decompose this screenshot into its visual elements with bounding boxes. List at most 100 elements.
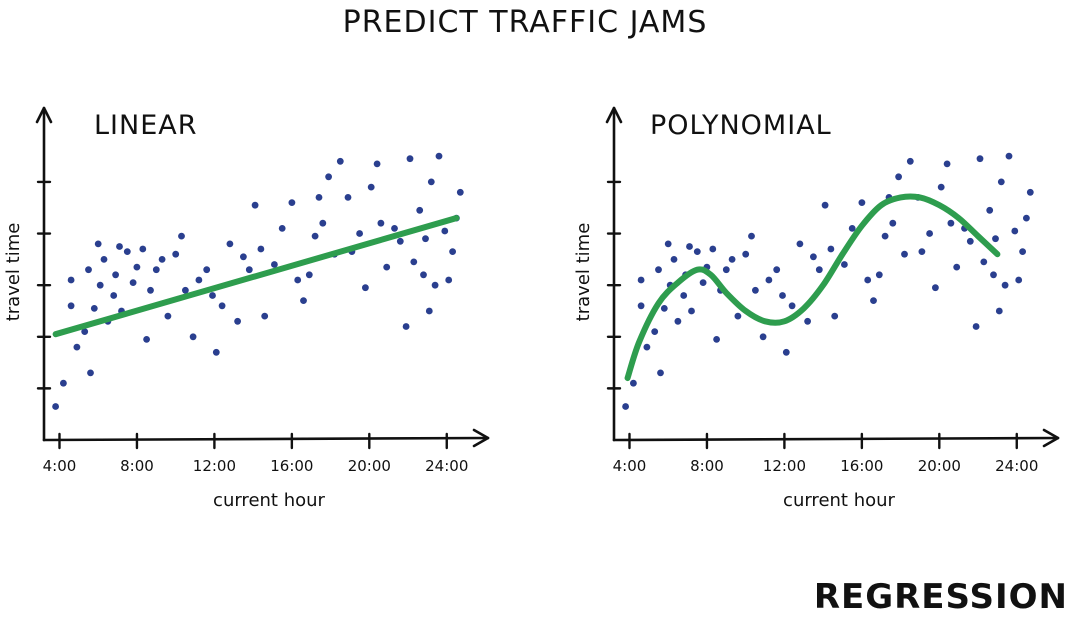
y-axis-arrow bbox=[35, 106, 53, 124]
data-point bbox=[81, 328, 89, 335]
data-point bbox=[660, 305, 668, 312]
data-point bbox=[325, 173, 332, 181]
data-point bbox=[858, 199, 866, 207]
data-point bbox=[383, 263, 391, 271]
data-point bbox=[709, 245, 717, 253]
data-point bbox=[947, 219, 955, 227]
data-point bbox=[926, 230, 933, 237]
x-tick-label: 16:00 bbox=[840, 457, 883, 475]
data-point bbox=[637, 302, 645, 310]
x-tick-label: 16:00 bbox=[270, 457, 313, 475]
x-tick-label: 20:00 bbox=[918, 457, 961, 475]
data-point bbox=[713, 336, 720, 343]
data-point bbox=[932, 284, 939, 292]
data-point bbox=[1011, 227, 1019, 235]
data-point bbox=[396, 237, 404, 245]
data-point bbox=[637, 276, 645, 284]
data-point bbox=[143, 336, 151, 343]
data-point bbox=[943, 160, 951, 168]
data-point bbox=[344, 194, 352, 201]
data-point bbox=[655, 266, 662, 274]
data-point bbox=[133, 263, 141, 271]
data-point bbox=[261, 312, 269, 320]
x-tick-label: 24:00 bbox=[995, 457, 1038, 475]
data-point bbox=[742, 250, 750, 258]
data-point bbox=[779, 292, 786, 299]
x-tick-label: 20:00 bbox=[348, 457, 391, 475]
data-point bbox=[1019, 248, 1026, 256]
data-point bbox=[986, 206, 994, 214]
linear-fit-line bbox=[52, 215, 460, 338]
x-axis bbox=[612, 436, 1060, 442]
data-point bbox=[449, 248, 456, 256]
data-point bbox=[420, 271, 427, 279]
data-point bbox=[87, 369, 94, 377]
data-point bbox=[377, 219, 385, 227]
panel-title: LINEAR bbox=[94, 110, 198, 141]
data-point bbox=[422, 235, 429, 243]
data-point bbox=[870, 297, 877, 304]
data-point bbox=[67, 302, 75, 310]
y-axis-label: travel time bbox=[573, 223, 594, 322]
data-point bbox=[686, 243, 693, 250]
data-point bbox=[990, 271, 997, 279]
data-point bbox=[431, 281, 439, 289]
data-point bbox=[864, 276, 872, 284]
data-point bbox=[664, 240, 672, 248]
x-axis-arrow bbox=[1042, 428, 1060, 448]
data-point bbox=[895, 173, 902, 181]
data-point bbox=[182, 286, 189, 294]
data-point bbox=[251, 201, 259, 209]
data-point bbox=[67, 276, 75, 284]
data-point bbox=[445, 276, 453, 284]
data-point bbox=[841, 261, 848, 268]
data-point bbox=[657, 369, 664, 377]
data-point bbox=[212, 348, 220, 356]
data-point bbox=[129, 279, 137, 286]
polynomial-fit-curve bbox=[624, 193, 1001, 382]
x-axis-arrow bbox=[472, 428, 490, 448]
data-point bbox=[288, 199, 296, 207]
data-point bbox=[815, 266, 823, 274]
data-point bbox=[980, 258, 988, 266]
data-point bbox=[402, 323, 410, 330]
data-point bbox=[203, 266, 211, 274]
data-point bbox=[123, 248, 131, 256]
data-point bbox=[875, 271, 883, 279]
data-point bbox=[906, 157, 914, 165]
data-point bbox=[680, 292, 688, 299]
x-axis-label: current hour bbox=[783, 490, 895, 511]
data-point bbox=[139, 245, 147, 253]
data-point bbox=[367, 183, 375, 191]
data-point bbox=[172, 250, 180, 258]
data-point bbox=[953, 263, 961, 271]
data-point bbox=[435, 152, 443, 160]
data-point bbox=[147, 286, 154, 294]
y-axis-arrow bbox=[605, 106, 623, 124]
data-point bbox=[152, 266, 160, 274]
data-point bbox=[997, 178, 1005, 186]
regression-label: REGRESSION bbox=[814, 577, 1068, 617]
data-point bbox=[226, 240, 234, 248]
x-tick-label: 4:00 bbox=[43, 457, 77, 475]
data-point bbox=[918, 248, 926, 256]
data-point bbox=[670, 256, 678, 263]
data-point bbox=[972, 323, 980, 330]
data-point bbox=[1015, 276, 1023, 284]
data-point bbox=[722, 266, 730, 274]
data-point bbox=[294, 276, 302, 284]
data-point bbox=[336, 157, 344, 165]
x-tick-label: 4:00 bbox=[613, 457, 647, 475]
data-point bbox=[788, 302, 796, 310]
data-point bbox=[362, 284, 369, 292]
data-point bbox=[752, 286, 759, 294]
data-point bbox=[311, 232, 319, 240]
data-point bbox=[94, 240, 102, 248]
data-point bbox=[391, 225, 398, 232]
x-tick-label: 8:00 bbox=[120, 457, 154, 475]
data-point bbox=[195, 276, 203, 284]
main-title: PREDICT TRAFFIC JAMS bbox=[343, 5, 708, 40]
data-point bbox=[305, 271, 313, 279]
data-point bbox=[257, 245, 265, 253]
